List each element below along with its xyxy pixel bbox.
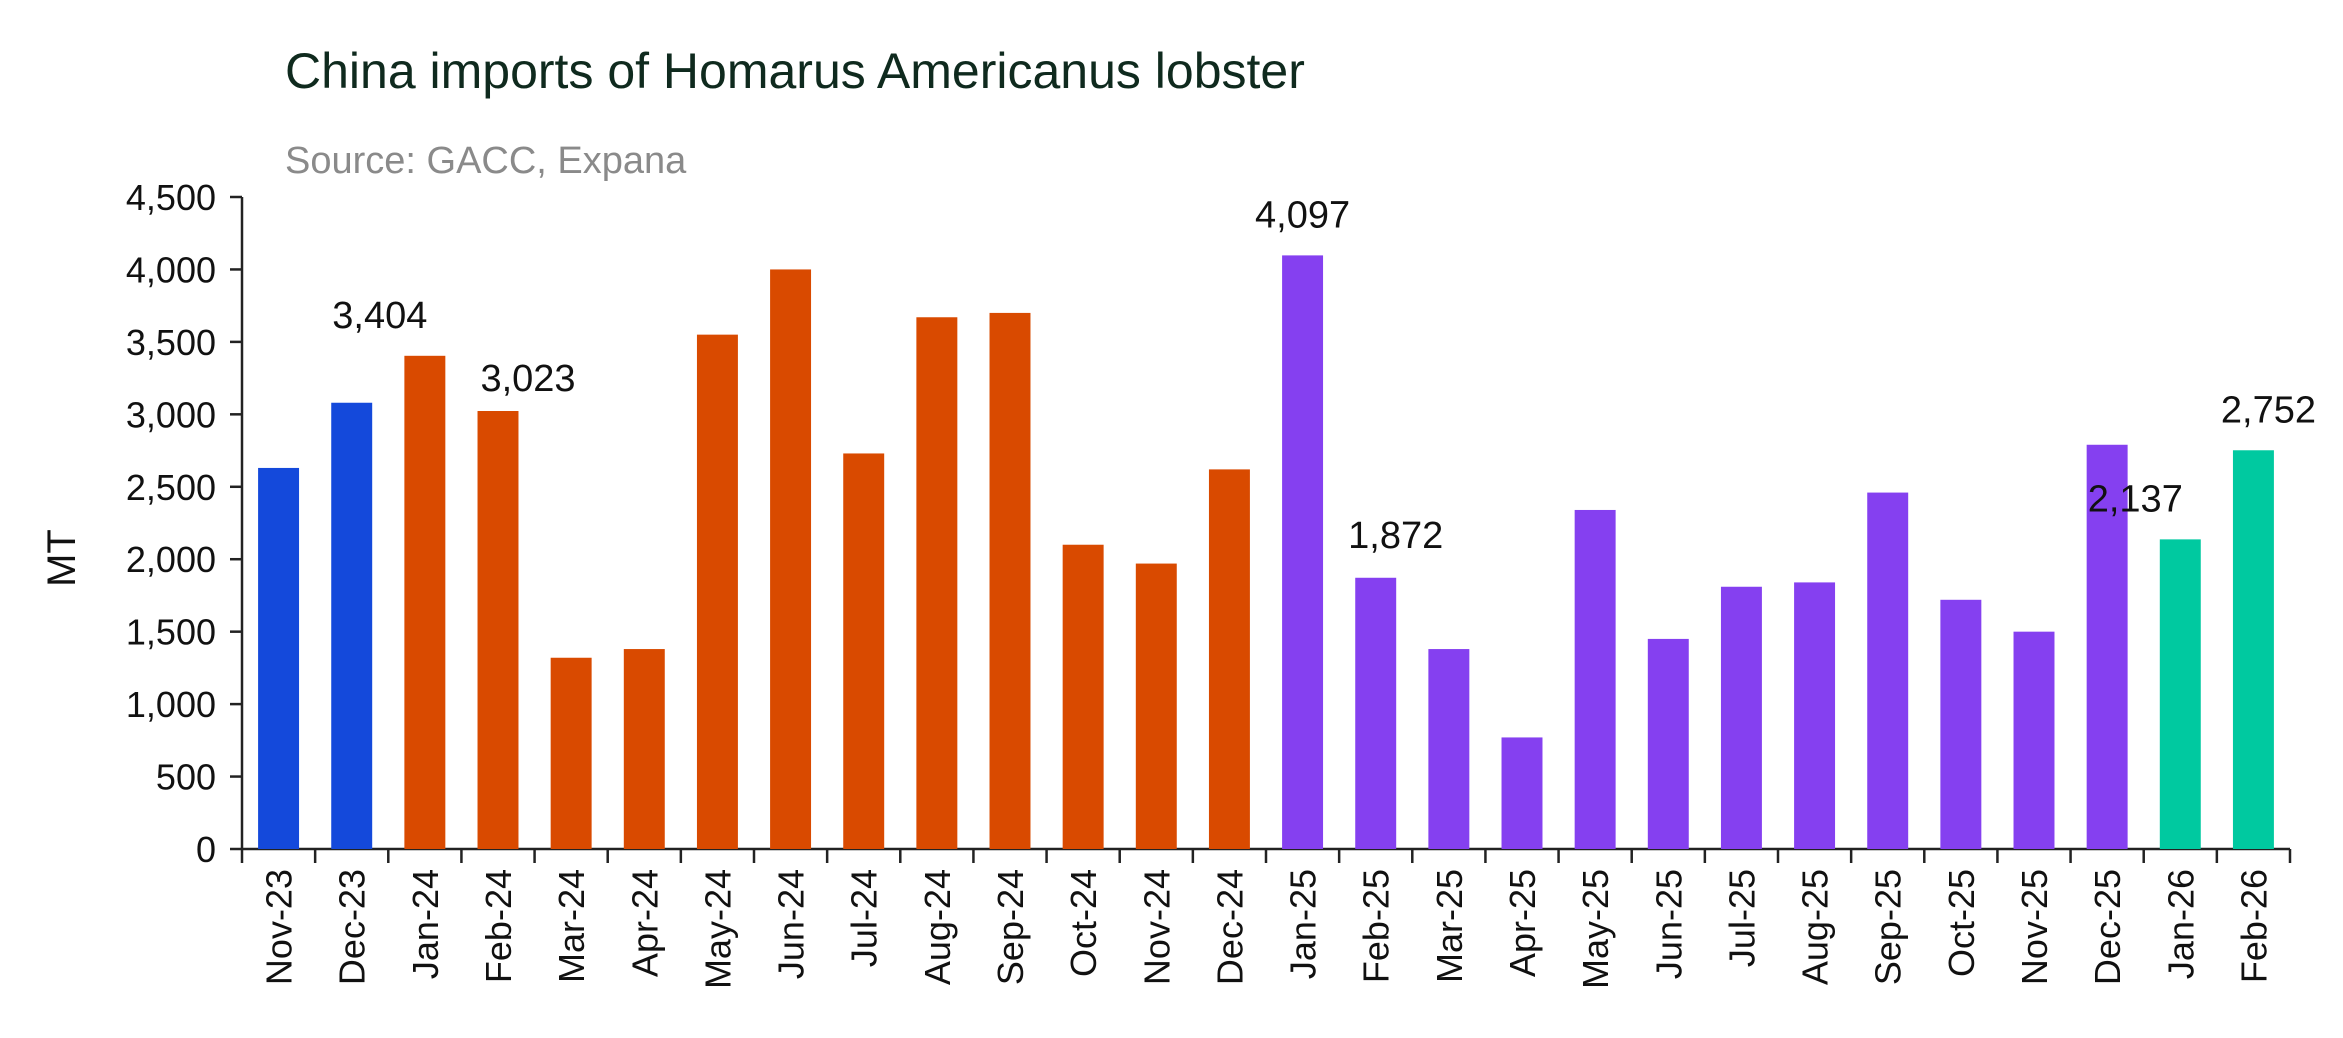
bar [550, 657, 592, 849]
x-tick-label: Dec-25 [2087, 869, 2128, 985]
x-tick-label: Nov-23 [259, 869, 300, 985]
y-tick-label: 2,500 [126, 467, 216, 508]
data-label: 2,752 [2221, 389, 2316, 431]
y-tick-label: 1,500 [126, 612, 216, 653]
bar [916, 317, 958, 849]
bar [623, 649, 665, 849]
bar [1501, 737, 1543, 849]
x-tick-label: Apr-24 [624, 869, 665, 977]
x-tick-label: Dec-23 [332, 869, 373, 985]
y-tick-label: 4,500 [126, 177, 216, 218]
bar [989, 312, 1031, 849]
x-tick-label: Oct-24 [1063, 869, 1104, 977]
x-tick-label: Sep-25 [1868, 869, 1909, 985]
x-tick-label: Jan-25 [1283, 869, 1324, 979]
y-tick-label: 1,000 [126, 684, 216, 725]
data-label: 3,404 [332, 295, 427, 337]
data-label: 3,023 [480, 358, 575, 400]
data-labels: 3,404 3,023 4,097 1,872 2,137 2,752 [332, 194, 2316, 556]
x-tick-label: Feb-26 [2233, 869, 2274, 983]
x-tick-label: Apr-25 [1502, 869, 1543, 977]
y-tick-label: 2,000 [126, 539, 216, 580]
bar [331, 402, 373, 849]
bar [1062, 544, 1104, 849]
y-tick-label: 3,500 [126, 322, 216, 363]
chart-subtitle: Source: GACC, Expana [285, 140, 687, 182]
x-tick-label: Jan-24 [405, 869, 446, 979]
bar [1574, 509, 1616, 849]
data-label: 1,872 [1348, 515, 1443, 557]
bars [258, 255, 2274, 850]
data-label: 4,097 [1255, 194, 1350, 236]
x-tick-label: Jul-24 [844, 869, 885, 967]
x-tick-label: Jan-26 [2160, 869, 2201, 979]
bar [1647, 638, 1689, 849]
x-tick-label: Nov-24 [1136, 869, 1177, 985]
y-axis-label: MT [40, 529, 84, 587]
x-tick-label: Aug-25 [1795, 869, 1836, 985]
x-tick-label: Jun-24 [771, 869, 812, 979]
x-tick-label: Feb-24 [478, 869, 519, 983]
bar [1867, 492, 1909, 849]
x-tick-label: Dec-24 [1209, 869, 1250, 985]
bar [1282, 255, 1324, 849]
x-tick-label: May-24 [697, 869, 738, 989]
bar [2086, 444, 2128, 849]
bar [1794, 582, 1836, 849]
bar [1428, 649, 1470, 849]
x-tick-label: Jun-25 [1648, 869, 1689, 979]
bar [477, 411, 519, 849]
x-axis: Nov-23 Dec-23 Jan-24 Feb-24 Mar-24 Apr-24 May-… [240, 847, 2292, 989]
bar [696, 334, 738, 850]
bar [2013, 631, 2055, 849]
bar [843, 453, 885, 849]
bar [1720, 586, 1762, 849]
x-tick-label: Mar-24 [551, 869, 592, 983]
bar [258, 467, 300, 849]
x-tick-label: Nov-25 [2014, 869, 2055, 985]
x-tick-label: Jul-25 [1721, 869, 1762, 967]
y-axis: 0 500 1,000 1,500 2,000 2,500 3,000 3,500 4,000 4… [126, 177, 244, 870]
y-tick-label: 500 [156, 757, 216, 798]
bar [2159, 539, 2201, 849]
x-tick-label: May-25 [1575, 869, 1616, 989]
data-label: 2,137 [2088, 478, 2183, 520]
bar [2232, 450, 2274, 849]
bar [770, 269, 812, 849]
bar [1135, 563, 1177, 849]
bar [1355, 577, 1397, 849]
x-tick-label: Sep-24 [990, 869, 1031, 985]
y-tick-label: 3,000 [126, 394, 216, 435]
x-tick-label: Aug-24 [917, 869, 958, 985]
y-tick-label: 0 [196, 829, 216, 870]
x-tick-label: Feb-25 [1356, 869, 1397, 983]
bar [404, 355, 446, 849]
y-tick-label: 4,000 [126, 249, 216, 290]
bar [1208, 469, 1250, 849]
x-tick-label: Oct-25 [1941, 869, 1982, 977]
chart-title: China imports of Homarus Americanus lobs… [285, 43, 1305, 99]
bar [1940, 599, 1982, 849]
x-tick-label: Mar-25 [1429, 869, 1470, 983]
